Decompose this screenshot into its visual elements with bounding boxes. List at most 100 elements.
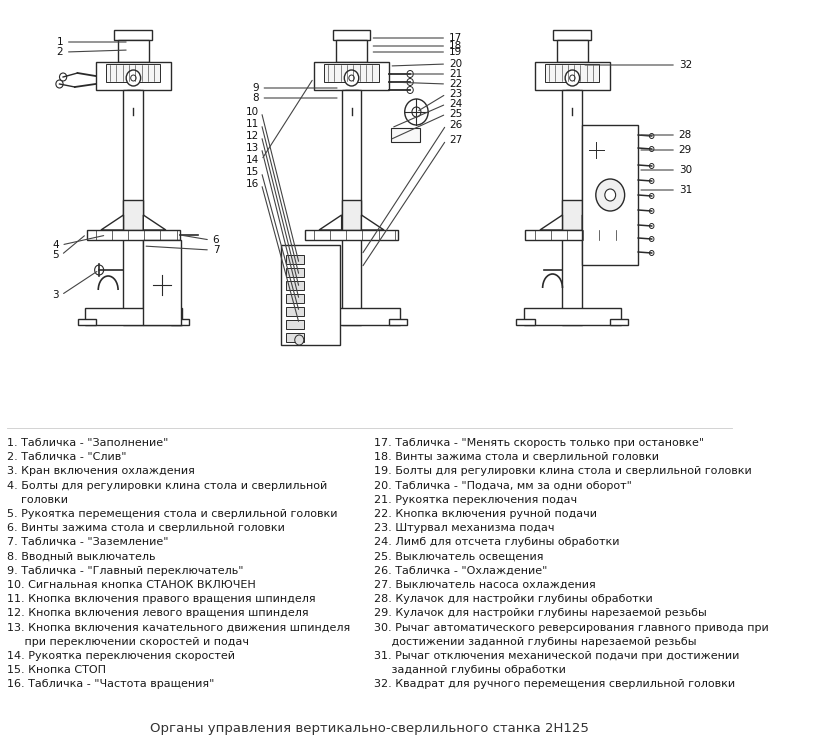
Bar bbox=[525, 230, 618, 240]
Text: 24: 24 bbox=[448, 99, 462, 109]
Polygon shape bbox=[129, 115, 137, 121]
Text: 10: 10 bbox=[245, 107, 258, 117]
Circle shape bbox=[130, 75, 136, 81]
Text: при переключении скоростей и подач: при переключении скоростей и подач bbox=[7, 636, 249, 647]
Bar bbox=[118, 40, 148, 62]
Text: 1: 1 bbox=[57, 37, 63, 47]
Text: 13: 13 bbox=[245, 143, 258, 153]
Text: 20. Табличка - "Подача, мм за одни оборот": 20. Табличка - "Подача, мм за одни оборо… bbox=[373, 480, 631, 491]
Text: 4: 4 bbox=[52, 240, 58, 250]
Circle shape bbox=[411, 107, 420, 117]
Text: 27: 27 bbox=[448, 135, 462, 145]
Text: заданной глубины обработки: заданной глубины обработки bbox=[373, 665, 565, 675]
Text: 30: 30 bbox=[678, 165, 691, 175]
Circle shape bbox=[649, 237, 653, 241]
Text: 25. Выключатель освещения: 25. Выключатель освещения bbox=[373, 551, 543, 562]
Text: 17. Табличка - "Менять скорость только при остановке": 17. Табличка - "Менять скорость только п… bbox=[373, 438, 704, 448]
Text: 15. Кнопка СТОП: 15. Кнопка СТОП bbox=[7, 665, 106, 675]
Circle shape bbox=[56, 80, 63, 88]
Polygon shape bbox=[319, 215, 342, 230]
Bar bbox=[302, 308, 400, 325]
Polygon shape bbox=[568, 115, 575, 121]
Circle shape bbox=[569, 75, 574, 81]
Text: 3: 3 bbox=[52, 290, 58, 300]
Text: 3. Кран включения охлаждения: 3. Кран включения охлаждения bbox=[7, 466, 195, 477]
Bar bbox=[281, 245, 339, 345]
Text: 21: 21 bbox=[448, 69, 462, 79]
Bar bbox=[143, 240, 181, 325]
Circle shape bbox=[406, 78, 413, 85]
Bar bbox=[342, 90, 361, 325]
Text: 4. Болты для регулировки клина стола и сверлильной: 4. Болты для регулировки клина стола и с… bbox=[7, 480, 327, 491]
Text: 6. Винты зажима стола и сверлильной головки: 6. Винты зажима стола и сверлильной голо… bbox=[7, 523, 285, 533]
Bar bbox=[336, 40, 366, 62]
Text: 31: 31 bbox=[678, 185, 691, 195]
Text: 13. Кнопка включения качательного движения шпинделя: 13. Кнопка включения качательного движен… bbox=[7, 622, 350, 633]
Text: 12: 12 bbox=[245, 131, 258, 141]
Circle shape bbox=[649, 250, 653, 255]
Text: Органы управления вертикально-сверлильного станка 2Н125: Органы управления вертикально-сверлильно… bbox=[150, 722, 588, 735]
Bar bbox=[285, 255, 303, 264]
Bar bbox=[516, 319, 534, 325]
Text: головки: головки bbox=[7, 495, 68, 505]
Circle shape bbox=[344, 70, 358, 86]
Text: 18. Винты зажима стола и сверлильной головки: 18. Винты зажима стола и сверлильной гол… bbox=[373, 452, 658, 462]
Bar bbox=[562, 200, 581, 230]
Text: 32: 32 bbox=[678, 60, 691, 70]
Bar bbox=[553, 30, 590, 40]
Text: 10. Сигнальная кнопка СТАНОК ВКЛЮЧЕН: 10. Сигнальная кнопка СТАНОК ВКЛЮЧЕН bbox=[7, 580, 256, 590]
Bar bbox=[342, 200, 361, 230]
Circle shape bbox=[405, 99, 428, 125]
Text: 27. Выключатель насоса охлаждения: 27. Выключатель насоса охлаждения bbox=[373, 580, 595, 590]
Circle shape bbox=[94, 265, 103, 275]
Bar bbox=[115, 30, 152, 40]
Text: 5: 5 bbox=[52, 250, 58, 260]
Bar bbox=[96, 62, 171, 90]
Text: 6: 6 bbox=[212, 235, 219, 245]
Text: 7: 7 bbox=[212, 245, 219, 255]
Text: 20: 20 bbox=[448, 59, 461, 69]
Circle shape bbox=[649, 134, 653, 138]
Bar bbox=[171, 319, 189, 325]
Text: 30. Рычаг автоматического реверсирования главного привода при: 30. Рычаг автоматического реверсирования… bbox=[373, 622, 768, 633]
Circle shape bbox=[604, 189, 615, 201]
Text: 8: 8 bbox=[251, 93, 258, 103]
Text: 29. Кулачок для настройки глубины нарезаемой резьбы: 29. Кулачок для настройки глубины нареза… bbox=[373, 608, 706, 619]
Text: 26: 26 bbox=[448, 120, 462, 130]
Circle shape bbox=[649, 208, 653, 214]
Polygon shape bbox=[581, 215, 604, 230]
Bar bbox=[124, 200, 143, 230]
Polygon shape bbox=[143, 215, 165, 230]
Bar bbox=[565, 90, 578, 108]
Text: 26. Табличка - "Охлаждение": 26. Табличка - "Охлаждение" bbox=[373, 565, 547, 576]
Text: 28: 28 bbox=[678, 130, 691, 140]
Bar bbox=[314, 62, 389, 90]
Bar bbox=[124, 90, 143, 325]
Text: 15: 15 bbox=[245, 167, 258, 177]
Circle shape bbox=[348, 75, 354, 81]
Text: 23: 23 bbox=[448, 89, 462, 99]
Text: 25: 25 bbox=[448, 109, 462, 119]
Bar bbox=[333, 30, 370, 40]
Bar bbox=[562, 90, 581, 325]
Text: 9: 9 bbox=[251, 83, 258, 93]
Bar bbox=[285, 333, 303, 342]
Text: 1. Табличка - "Заполнение": 1. Табличка - "Заполнение" bbox=[7, 438, 169, 448]
Bar bbox=[285, 320, 303, 329]
Bar bbox=[305, 230, 398, 240]
Bar bbox=[545, 64, 599, 82]
Text: 23. Штурвал механизма подач: 23. Штурвал механизма подач bbox=[373, 523, 554, 533]
Circle shape bbox=[406, 87, 413, 93]
Circle shape bbox=[60, 73, 66, 81]
Text: 32. Квадрат для ручного перемещения сверлильной головки: 32. Квадрат для ручного перемещения свер… bbox=[373, 680, 735, 689]
Text: 17: 17 bbox=[448, 33, 462, 43]
Bar bbox=[324, 64, 378, 82]
Text: 7. Табличка - "Заземление": 7. Табличка - "Заземление" bbox=[7, 537, 169, 548]
Text: 29: 29 bbox=[678, 145, 691, 155]
Polygon shape bbox=[361, 215, 383, 230]
Circle shape bbox=[406, 70, 413, 78]
Text: 19. Болты для регулировки клина стола и сверлильной головки: 19. Болты для регулировки клина стола и … bbox=[373, 466, 751, 477]
Text: 11. Кнопка включения правого вращения шпинделя: 11. Кнопка включения правого вращения шп… bbox=[7, 594, 315, 604]
Bar bbox=[285, 281, 303, 290]
Circle shape bbox=[649, 193, 653, 199]
